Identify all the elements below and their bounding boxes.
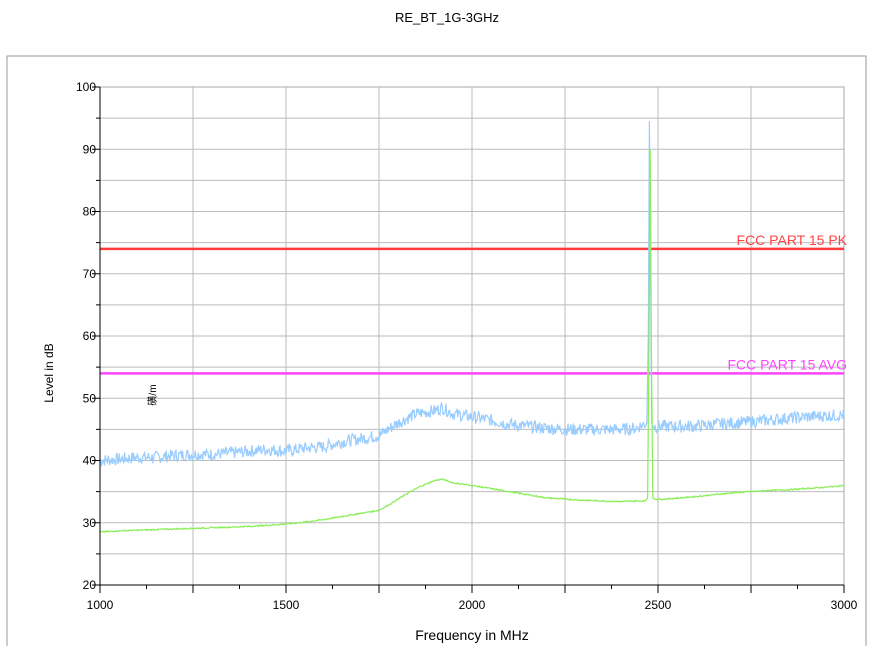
outer-frame [6,55,867,646]
y-tick-label: 20 [83,578,97,592]
chart-title: RE_BT_1G-3GHz [395,10,499,25]
y-tick-label: 100 [76,80,96,94]
limit-label: FCC PART 15 PK [737,232,848,248]
grid [99,86,845,586]
y-tick-label: 70 [83,267,97,281]
y-tick-label: 40 [83,454,97,468]
limit-label: FCC PART 15 AVG [727,356,847,372]
y-tick-label: 90 [83,142,97,156]
axes [92,86,845,593]
y-axis-title: Level in dB [42,343,56,402]
y-tick-label: 30 [83,516,97,530]
x-tick-label: 3000 [831,598,858,612]
x-tick-label: 1500 [273,598,300,612]
y-tick-label: 50 [83,391,97,405]
series-line [99,149,844,534]
x-tick-label: 1000 [87,598,114,612]
unit-fragment: 磺/m [146,384,159,405]
x-axis-title: Frequency in MHz [415,627,529,643]
x-tick-label: 2000 [459,598,486,612]
y-tick-label: 80 [83,205,97,219]
series-group [99,121,845,534]
limit-lines: FCC PART 15 PK FCC PART 15 AVG [100,232,848,375]
tick-labels: 20 30 40 50 60 70 80 90 100 1000 1500 2000 2500 3000 [76,80,858,612]
y-tick-label: 60 [83,329,97,343]
series-line [99,121,845,468]
x-tick-label: 2500 [645,598,672,612]
